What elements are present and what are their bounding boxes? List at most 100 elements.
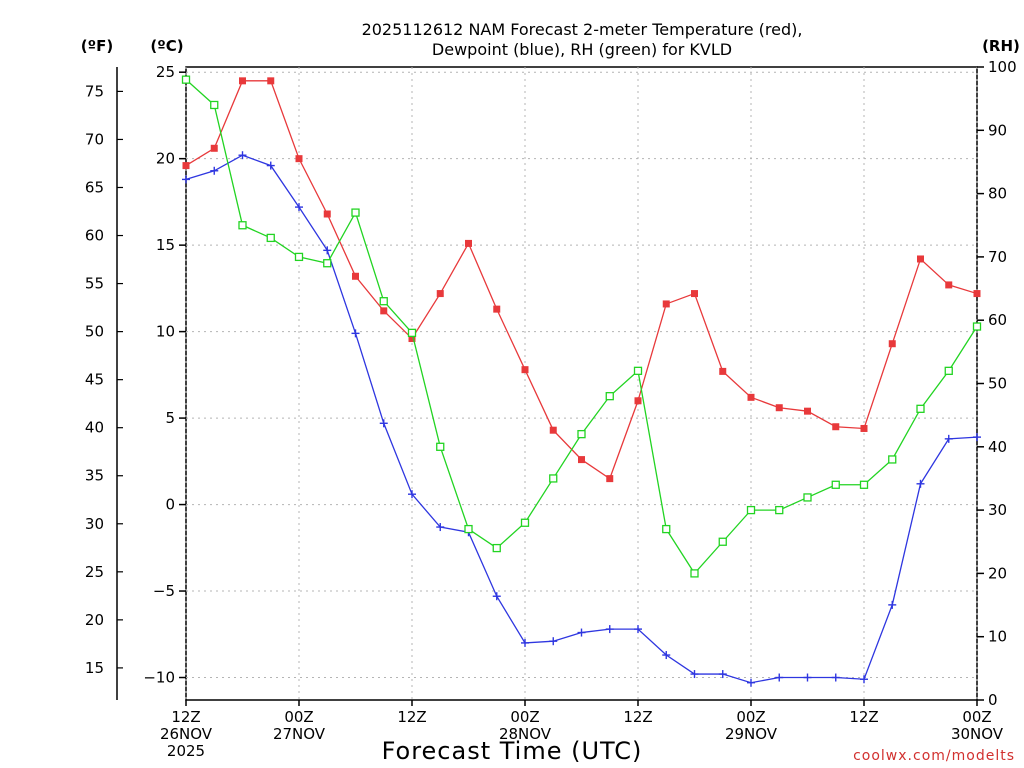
rh-point bbox=[718, 537, 727, 546]
time-tick-label: 12Z bbox=[623, 708, 652, 726]
time-tick-label: 00Z 27NOV bbox=[273, 708, 326, 743]
rh-point bbox=[888, 455, 897, 464]
fahrenheit-axis-ticks: 75 70 65 60 55 50 45 40 35 30 25 20 15 bbox=[85, 82, 123, 677]
plot-frame bbox=[185, 66, 978, 701]
time-tick-label-line: 27NOV bbox=[273, 725, 326, 743]
rh-tick-label: 40 bbox=[988, 438, 1007, 456]
time-tick-label-line: 2025 bbox=[167, 742, 205, 760]
time-tick-label: 00Z 29NOV bbox=[725, 708, 778, 743]
time-tick-label: 00Z 28NOV bbox=[499, 708, 552, 743]
temperature-point bbox=[973, 290, 981, 298]
time-tick-label: 12Z bbox=[397, 708, 426, 726]
time-tick-label-line: 12Z bbox=[397, 708, 426, 726]
temperature-point bbox=[945, 281, 953, 289]
rh-point bbox=[577, 429, 586, 439]
celsius-tick-label: −10 bbox=[143, 669, 175, 687]
fahrenheit-tick-label: 30 bbox=[85, 515, 104, 533]
celsius-tick-label: 20 bbox=[156, 150, 175, 168]
temperature-point bbox=[380, 307, 388, 315]
dewpoint-point bbox=[210, 166, 219, 175]
temperature-point bbox=[267, 77, 275, 85]
dewpoint-point bbox=[803, 673, 812, 682]
rh-point bbox=[181, 75, 191, 84]
rh-point bbox=[605, 392, 614, 401]
dewpoint-point bbox=[436, 523, 445, 532]
dewpoint-point bbox=[323, 246, 332, 255]
time-tick-label-line: 12Z bbox=[849, 708, 878, 726]
temperature-point bbox=[804, 407, 811, 415]
time-tick-label-line: 00Z bbox=[510, 708, 539, 726]
temperature-point bbox=[719, 367, 727, 375]
rh-point bbox=[690, 569, 699, 578]
celsius-tick-label: −5 bbox=[153, 582, 175, 600]
rh-point bbox=[351, 208, 360, 217]
dewpoint-point bbox=[747, 678, 755, 687]
celsius-tick-label: 0 bbox=[165, 496, 175, 514]
rh-point bbox=[210, 100, 219, 110]
series-layer bbox=[181, 75, 982, 687]
rh-point bbox=[436, 442, 445, 451]
temperature-point bbox=[775, 404, 783, 412]
time-tick-label-line: 28NOV bbox=[499, 725, 552, 743]
dewpoint-point bbox=[718, 670, 727, 679]
fahrenheit-tick-label: 45 bbox=[85, 371, 104, 389]
dewpoint-line bbox=[185, 154, 978, 684]
rh-line bbox=[185, 79, 978, 575]
fahrenheit-tick-label: 40 bbox=[85, 419, 104, 437]
fahrenheit-tick-label: 25 bbox=[85, 563, 104, 581]
rh-point bbox=[520, 518, 530, 527]
temperature-point bbox=[578, 456, 585, 464]
rh-tick-label: 70 bbox=[988, 248, 1007, 266]
temperature-point bbox=[606, 475, 614, 483]
dewpoint-point bbox=[944, 434, 953, 443]
rh-point bbox=[407, 328, 417, 338]
rh-point bbox=[859, 480, 869, 489]
time-tick-label-line: 00Z bbox=[962, 708, 991, 726]
dewpoint-point bbox=[521, 638, 529, 647]
dewpoint-point bbox=[577, 628, 586, 637]
celsius-tick-label: 25 bbox=[156, 63, 175, 81]
rh-point bbox=[266, 233, 275, 243]
dewpoint-point bbox=[182, 175, 190, 184]
rh-tick-label: 0 bbox=[988, 691, 998, 709]
time-tick-label: 00Z 30NOV bbox=[951, 708, 1004, 743]
dewpoint-point bbox=[351, 329, 360, 338]
rh-point bbox=[633, 366, 643, 375]
rh-tick-label: 60 bbox=[988, 311, 1007, 329]
rh-point bbox=[549, 474, 558, 483]
rh-tick-label: 100 bbox=[988, 58, 1017, 76]
rh-point bbox=[775, 505, 784, 515]
temperature-series bbox=[182, 77, 981, 483]
rh-point bbox=[238, 221, 247, 230]
rh-tick-label: 20 bbox=[988, 564, 1007, 582]
fahrenheit-tick-label: 75 bbox=[85, 82, 104, 100]
temperature-point bbox=[662, 300, 670, 308]
rh-point bbox=[916, 404, 925, 413]
time-tick-label-line: 29NOV bbox=[725, 725, 778, 743]
temperature-point bbox=[860, 424, 868, 432]
dewpoint-point bbox=[888, 600, 897, 609]
fahrenheit-unit-label: (ºF) bbox=[81, 37, 113, 55]
rh-tick-label: 10 bbox=[988, 628, 1007, 646]
temperature-point bbox=[295, 155, 303, 163]
rh-point bbox=[803, 493, 812, 502]
dewpoint-point bbox=[408, 490, 416, 499]
temperature-point bbox=[210, 144, 218, 152]
rh-point bbox=[746, 505, 756, 515]
dewpoint-point bbox=[605, 625, 614, 634]
rh-tick-label: 30 bbox=[988, 501, 1007, 519]
rh-unit-label: (RH) bbox=[982, 37, 1020, 55]
temperature-point bbox=[691, 290, 698, 298]
grid-lines bbox=[185, 67, 978, 700]
dewpoint-point bbox=[266, 161, 275, 170]
rh-point bbox=[944, 366, 953, 375]
celsius-axis-ticks: 25 20 15 10 5 0 −5 −10 bbox=[143, 63, 186, 687]
fahrenheit-tick-label: 15 bbox=[85, 659, 104, 677]
celsius-tick-label: 5 bbox=[165, 409, 175, 427]
temperature-point bbox=[888, 340, 896, 348]
dewpoint-point bbox=[860, 675, 868, 684]
rh-point bbox=[492, 543, 501, 553]
temperature-point bbox=[182, 162, 190, 170]
